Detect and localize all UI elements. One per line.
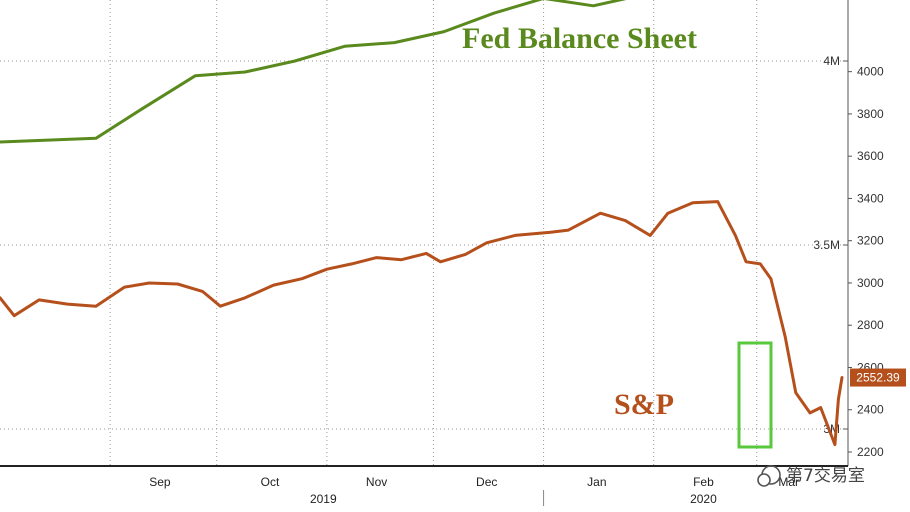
month-tick-label: Nov	[366, 475, 387, 489]
month-tick-label: Jan	[587, 475, 606, 489]
left-scale-tick-label: 3.5M	[813, 238, 840, 252]
grid-layer	[0, 0, 848, 466]
month-tick-label: Dec	[476, 475, 497, 489]
month-tick-label: Feb	[693, 475, 714, 489]
sp-line	[0, 200, 844, 447]
right-scale-tick-label: 3600	[857, 149, 884, 163]
right-scale-tick-label: 3400	[857, 191, 884, 205]
year-tick-label: 2020	[690, 492, 717, 506]
right-scale-tick-label: 2800	[857, 318, 884, 332]
axis-layer: 3M3.5M4M4.5M5M22002400260028003000320034…	[0, 0, 884, 506]
month-tick-label: Sep	[149, 475, 171, 489]
year-tick-label: 2019	[310, 492, 337, 506]
watermark-text: 第7交易室	[786, 466, 865, 486]
right-scale-tick-label: 3200	[857, 234, 884, 248]
badge-layer: 5.254M2552.39	[850, 368, 906, 387]
month-tick-label: Oct	[261, 475, 280, 489]
wechat-icon-bubble	[757, 473, 771, 487]
sp-last-value-label: 2552.39	[856, 371, 900, 385]
right-scale-tick-label: 2400	[857, 403, 884, 417]
right-scale-tick-label: 4000	[857, 65, 884, 79]
series-layer	[0, 0, 844, 447]
watermark: 第7交易室	[757, 465, 865, 487]
sp-last-value-badge	[850, 368, 906, 387]
right-scale-tick-label: 3800	[857, 107, 884, 121]
sp-title: S&P	[614, 388, 674, 421]
fed-balance-sheet-title: Fed Balance Sheet	[462, 22, 697, 55]
sp-rebound-highlight-box	[737, 341, 773, 449]
month-tick-label: Mar	[778, 475, 799, 489]
fed-balance-sheet-line	[0, 0, 627, 144]
right-scale-tick-label: 3000	[857, 276, 884, 290]
left-scale-tick-label: 4M	[823, 54, 840, 68]
right-scale-tick-label: 2200	[857, 445, 884, 459]
